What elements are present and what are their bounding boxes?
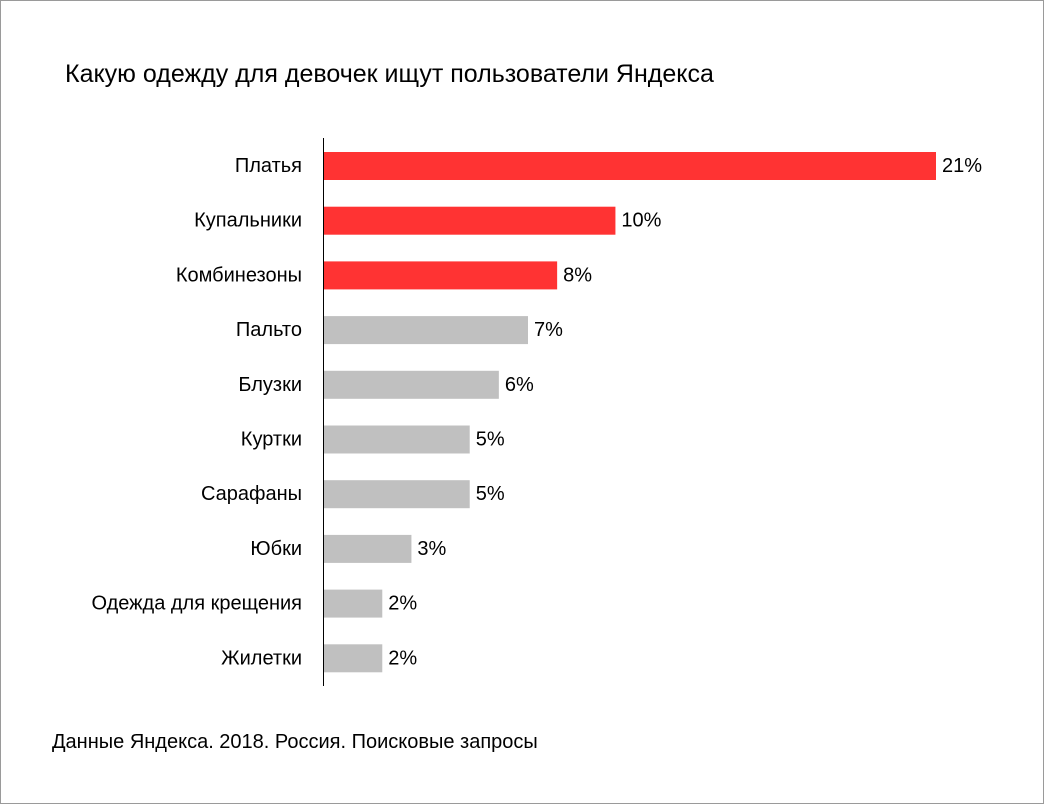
- value-label: 2%: [388, 593, 417, 615]
- category-label: Пальто: [236, 319, 302, 341]
- category-label: Сарафаны: [201, 483, 302, 505]
- bar: [324, 534, 412, 563]
- bar: [324, 261, 558, 290]
- source-note: Данные Яндекса. 2018. Россия. Поисковые …: [52, 731, 538, 753]
- bar: [324, 206, 616, 235]
- value-label: 6%: [505, 374, 534, 396]
- value-label: 21%: [942, 155, 982, 177]
- bar: [324, 370, 499, 399]
- bar: [324, 425, 470, 454]
- category-label: Жилетки: [221, 647, 302, 669]
- category-label: Купальники: [194, 210, 302, 232]
- category-label: Платья: [235, 155, 302, 177]
- value-label: 10%: [621, 210, 661, 232]
- value-label: 7%: [534, 319, 563, 341]
- value-label: 5%: [476, 429, 505, 451]
- value-label: 5%: [476, 483, 505, 505]
- bar: [324, 589, 383, 618]
- value-label: 8%: [563, 264, 592, 286]
- category-label: Юбки: [250, 538, 302, 560]
- bar: [324, 480, 470, 509]
- category-label: Куртки: [241, 429, 302, 451]
- value-label: 2%: [388, 647, 417, 669]
- bar: [324, 316, 528, 345]
- bar: [324, 644, 383, 673]
- category-label: Комбинезоны: [176, 264, 302, 286]
- category-label: Одежда для крещения: [91, 593, 302, 615]
- bar: [324, 152, 936, 180]
- value-label: 3%: [417, 538, 446, 560]
- category-label: Блузки: [238, 374, 302, 396]
- chart-title: Какую одежду для девочек ищут пользовате…: [65, 60, 714, 88]
